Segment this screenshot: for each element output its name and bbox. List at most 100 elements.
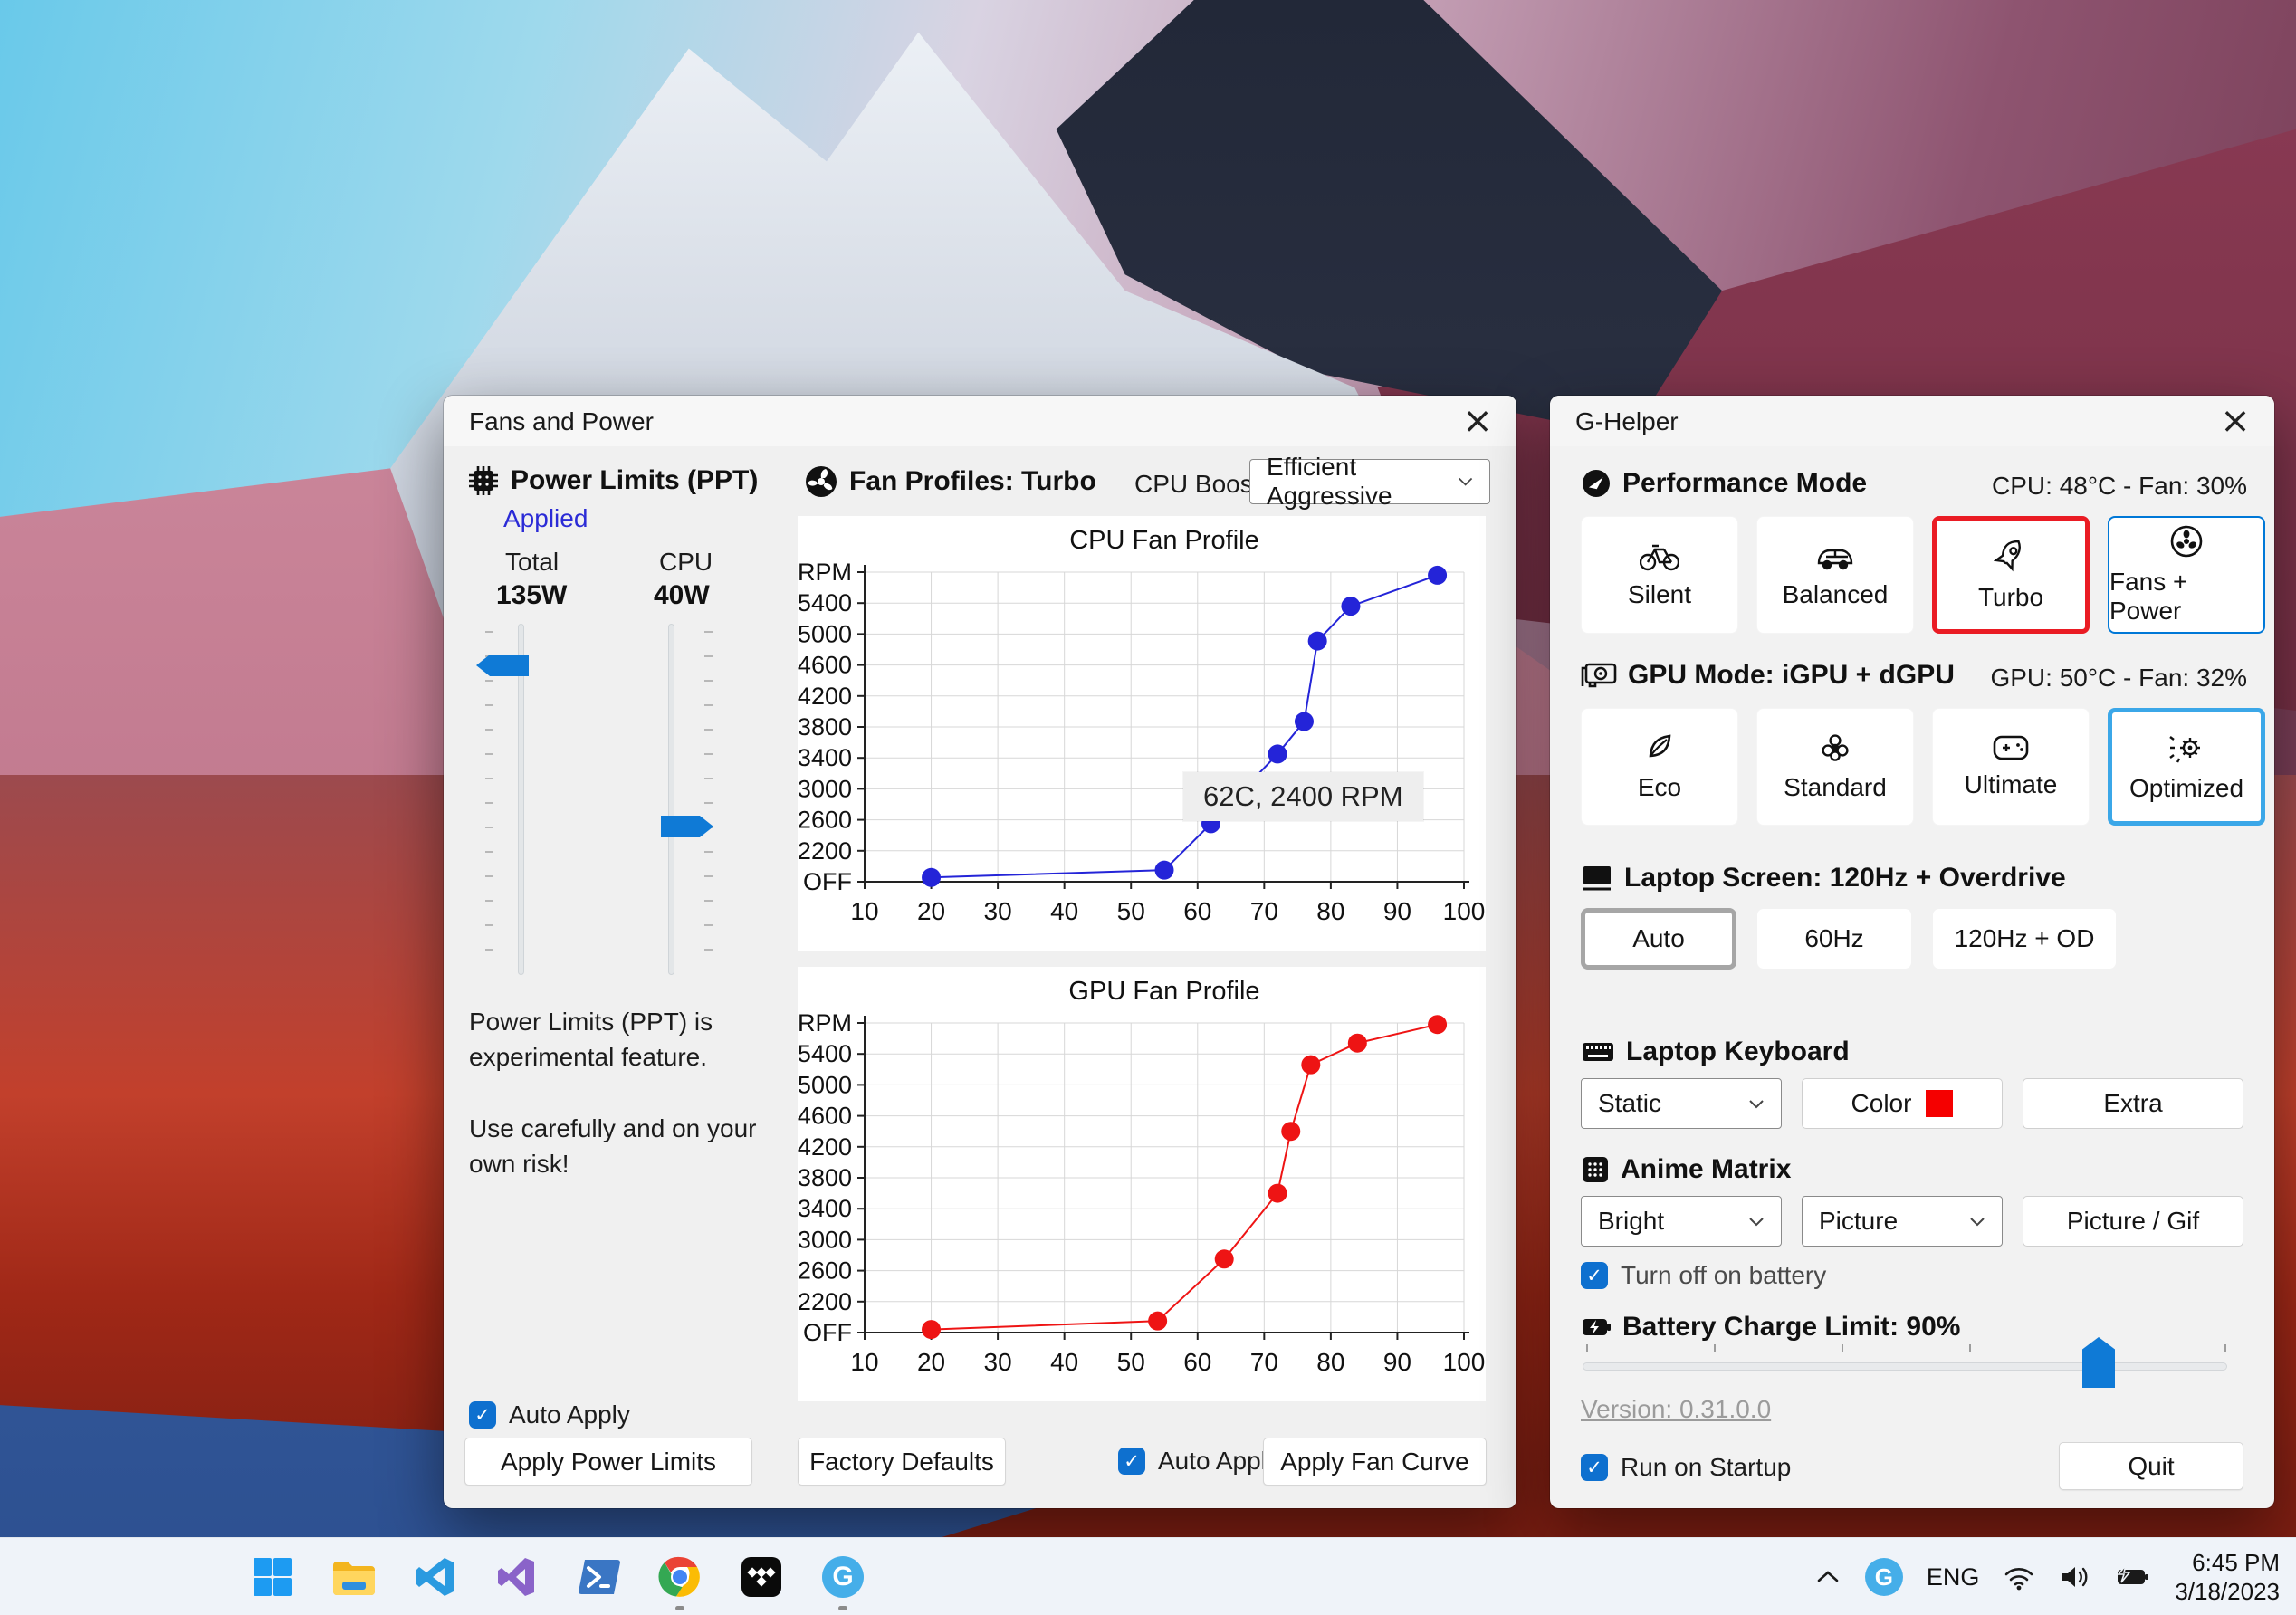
gpu-temp-fan-status: GPU: 50°C - Fan: 32% — [1990, 664, 2247, 692]
folder-icon — [333, 1562, 375, 1595]
apply-power-limits-button[interactable]: Apply Power Limits — [464, 1438, 752, 1486]
cpu-fan-curve-chart[interactable]: OFF 2200 2600 3000 3400 3800 4200 4600 5000 5400 R… — [798, 516, 1486, 951]
fan-icon — [2170, 525, 2203, 558]
battery-slider-track[interactable] — [1583, 1362, 2227, 1371]
file-explorer-button[interactable] — [331, 1554, 377, 1600]
ghelper-close-button[interactable]: × — [2215, 401, 2256, 441]
ghelper-tray-icon[interactable]: G — [1864, 1558, 1903, 1596]
performance-balanced-button[interactable]: Balanced — [1756, 516, 1914, 634]
language-indicator[interactable]: ENG — [1926, 1562, 1980, 1591]
gpu-eco-button[interactable]: Eco — [1581, 708, 1738, 826]
mode-button-label: Eco — [1637, 773, 1682, 801]
apply-fan-curve-button[interactable]: Apply Fan Curve — [1263, 1438, 1487, 1486]
power-auto-apply-checkbox[interactable]: ✓ — [469, 1401, 496, 1429]
chevron-down-icon — [1458, 477, 1472, 486]
matrix-battery-row: ✓ Turn off on battery — [1581, 1261, 1826, 1290]
visual-studio-button[interactable] — [494, 1554, 540, 1600]
factory-defaults-button[interactable]: Factory Defaults — [798, 1438, 1006, 1486]
gpu-standard-button[interactable]: Standard — [1756, 708, 1914, 826]
gpu-optimized-button[interactable]: Optimized — [2108, 708, 2265, 826]
wifi-icon[interactable] — [2003, 1563, 2035, 1591]
chevron-down-icon — [1749, 1099, 1764, 1108]
quit-button[interactable]: Quit — [2059, 1442, 2243, 1490]
svg-text:80: 80 — [1316, 897, 1344, 925]
leaf-icon — [1649, 734, 1671, 758]
ghelper-taskbar-button[interactable]: G — [820, 1554, 866, 1610]
svg-text:4200: 4200 — [798, 1133, 852, 1161]
performance-fans-power-button[interactable]: Fans + Power — [2108, 516, 2265, 634]
keyboard-extra-label: Extra — [2103, 1089, 2163, 1117]
tray-chevron-up-icon[interactable] — [1814, 1568, 1842, 1586]
volume-icon[interactable] — [2059, 1563, 2091, 1591]
run-on-startup-checkbox[interactable]: ✓ — [1581, 1454, 1608, 1481]
powershell-button[interactable] — [576, 1554, 621, 1600]
cpu-boost-select[interactable]: Efficient Aggressive — [1249, 453, 1490, 510]
svg-text:CPU Fan Profile: CPU Fan Profile — [1069, 526, 1259, 555]
total-value: 135W — [496, 580, 568, 610]
performance-turbo-button[interactable]: Turbo — [1932, 516, 2090, 634]
powershell-icon — [579, 1560, 620, 1594]
mode-button-label: Balanced — [1782, 580, 1889, 608]
date-label: 3/18/2023 — [2175, 1578, 2280, 1605]
laptop-keyboard-heading: Laptop Keyboard — [1581, 1037, 1850, 1067]
chrome-icon — [658, 1556, 700, 1597]
chrome-button[interactable] — [657, 1554, 703, 1610]
car-icon — [1817, 549, 1853, 570]
performance-silent-button[interactable]: Silent — [1581, 516, 1738, 634]
flower-icon — [1822, 734, 1849, 761]
svg-text:30: 30 — [984, 1348, 1012, 1376]
experimental-note-1: Power Limits (PPT) is experimental featu… — [469, 1008, 713, 1071]
fan-auto-apply-row: ✓ Auto Apply — [1118, 1447, 1279, 1476]
matrix-picture-gif-button[interactable]: Picture / Gif — [2023, 1196, 2243, 1247]
battery-limit-heading: Battery Charge Limit: 90% — [1581, 1312, 1960, 1343]
turn-off-on-battery-checkbox[interactable]: ✓ — [1581, 1262, 1608, 1289]
turn-off-on-battery-label: Turn off on battery — [1621, 1261, 1827, 1289]
matrix-mode-select[interactable]: Picture — [1802, 1196, 2003, 1247]
keyboard-color-button[interactable]: Color — [1802, 1078, 2003, 1129]
svg-text:70: 70 — [1250, 897, 1278, 925]
ghelper-titlebar[interactable]: G-Helper × — [1550, 396, 2274, 446]
svg-text:5400: 5400 — [798, 589, 852, 616]
cpu-slider-track[interactable] — [668, 624, 674, 975]
screen-120hz-od-button[interactable]: 120Hz + OD — [1932, 908, 2117, 970]
cpu-temp-fan-status: CPU: 48°C - Fan: 30% — [1992, 472, 2247, 500]
tidal-button[interactable] — [739, 1554, 784, 1600]
chevron-down-icon — [1970, 1217, 1985, 1226]
cpu-boost-label: CPU Boost — [1134, 470, 1260, 498]
total-slider-track[interactable] — [518, 624, 524, 975]
svg-text:3400: 3400 — [798, 744, 852, 771]
vscode-button[interactable] — [413, 1554, 458, 1600]
checkmark-icon: ✓ — [1586, 1265, 1602, 1286]
version-link[interactable]: Version: 0.31.0.0 — [1581, 1395, 1772, 1423]
svg-text:10: 10 — [850, 1348, 878, 1376]
laptop-screen-heading-label: Laptop Screen: 120Hz + Overdrive — [1624, 863, 2066, 893]
sparkle-gear-icon — [2169, 736, 2200, 763]
keyboard-mode-select[interactable]: Static — [1581, 1078, 1782, 1129]
svg-text:GPU Fan Profile: GPU Fan Profile — [1068, 977, 1259, 1006]
keyboard-icon — [1583, 1043, 1613, 1061]
gpu-ultimate-button[interactable]: Ultimate — [1932, 708, 2090, 826]
battery-slider-thumb[interactable] — [2082, 1337, 2115, 1388]
fans-window-titlebar[interactable]: Fans and Power × — [444, 396, 1516, 446]
cpu-label: CPU — [659, 548, 713, 576]
taskbar-clock[interactable]: 6:45 PM 3/18/2023 — [2175, 1548, 2280, 1606]
screen-60hz-button[interactable]: 60Hz — [1756, 908, 1912, 970]
running-indicator — [675, 1606, 684, 1610]
matrix-brightness-select[interactable]: Bright — [1581, 1196, 1782, 1247]
battery-charging-icon[interactable] — [2115, 1563, 2151, 1591]
svg-text:RPM: RPM — [798, 1009, 852, 1037]
fan-auto-apply-checkbox[interactable]: ✓ — [1118, 1448, 1145, 1475]
power-auto-apply-row: ✓ Auto Apply — [469, 1400, 630, 1429]
visual-studio-icon — [498, 1558, 534, 1596]
start-button[interactable] — [250, 1554, 295, 1600]
screen-auto-button[interactable]: Auto — [1581, 908, 1736, 970]
anime-matrix-heading: Anime Matrix — [1581, 1154, 1791, 1185]
cpu-value: 40W — [654, 580, 710, 610]
svg-text:3000: 3000 — [798, 775, 852, 802]
gpu-fan-curve-chart[interactable]: OFF 2200 2600 3000 3400 3800 4200 4600 5000 5400 R… — [798, 967, 1486, 1401]
fans-window-close-button[interactable]: × — [1457, 401, 1498, 441]
performance-mode-heading: Performance Mode — [1581, 468, 1867, 499]
ghelper-window: G-Helper × Performance Mode CPU: 48°C - … — [1550, 396, 2274, 1508]
total-slider-thumb[interactable] — [476, 655, 529, 676]
keyboard-extra-button[interactable]: Extra — [2023, 1078, 2243, 1129]
